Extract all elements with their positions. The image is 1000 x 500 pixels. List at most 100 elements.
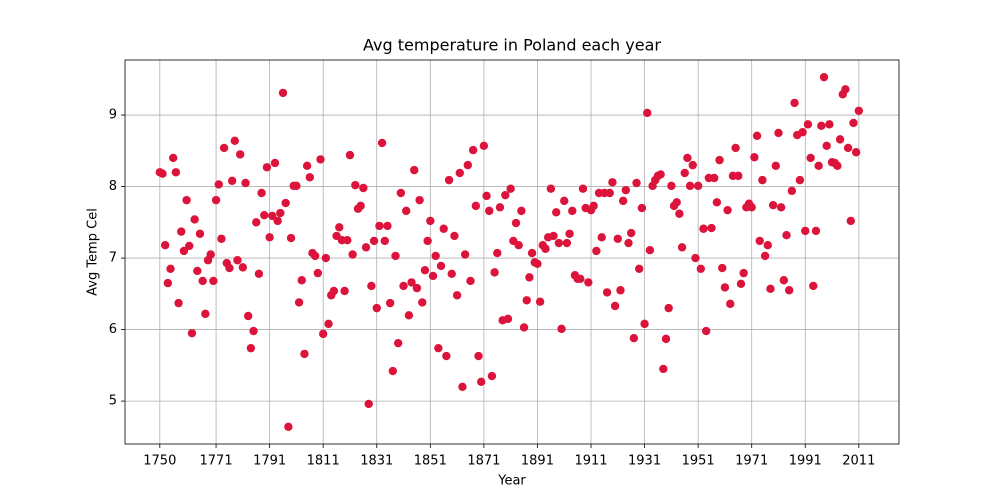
point — [517, 206, 526, 216]
x-tick-label: 1750 — [143, 454, 176, 469]
point — [348, 250, 357, 259]
point — [294, 298, 304, 307]
point — [377, 138, 387, 148]
point — [268, 211, 277, 221]
point — [626, 228, 636, 238]
point — [396, 188, 406, 198]
point — [677, 243, 687, 252]
point — [297, 276, 306, 285]
point — [592, 246, 601, 256]
point — [557, 324, 566, 334]
point — [324, 319, 333, 329]
point — [399, 281, 408, 291]
point — [375, 221, 384, 231]
point — [219, 143, 229, 153]
point — [514, 241, 523, 250]
point — [768, 200, 778, 210]
point — [490, 268, 499, 277]
point — [404, 311, 414, 320]
point — [605, 188, 614, 198]
point — [254, 269, 264, 279]
x-tick-label: 1791 — [253, 454, 286, 469]
point — [329, 286, 339, 296]
point — [519, 323, 529, 332]
point — [166, 264, 175, 274]
point — [755, 236, 764, 246]
point — [426, 216, 435, 226]
point — [685, 181, 695, 191]
point — [201, 309, 210, 319]
point — [616, 286, 625, 295]
x-tick-label: 1871 — [467, 454, 500, 469]
point — [361, 243, 371, 252]
point — [265, 233, 274, 242]
point — [190, 215, 199, 224]
point — [568, 206, 577, 216]
point — [434, 343, 443, 353]
point — [174, 298, 183, 308]
point — [776, 203, 786, 212]
point — [726, 299, 735, 309]
point — [292, 181, 301, 191]
point — [407, 278, 416, 287]
y-tick-label: 6 — [109, 322, 117, 337]
point — [364, 399, 373, 409]
point — [321, 253, 331, 263]
point — [784, 286, 794, 295]
point — [643, 108, 652, 118]
point — [442, 351, 451, 361]
point — [230, 136, 240, 146]
point — [493, 248, 502, 258]
point — [503, 314, 513, 324]
point — [356, 201, 365, 211]
point — [177, 227, 186, 236]
point — [431, 251, 440, 261]
point — [209, 276, 218, 286]
point — [632, 178, 641, 188]
point — [217, 234, 226, 243]
point — [214, 180, 223, 189]
point — [284, 422, 293, 432]
point — [444, 175, 454, 185]
point — [822, 141, 831, 151]
point — [667, 181, 676, 191]
point — [158, 169, 167, 178]
x-axis-label: Year — [497, 474, 526, 489]
point — [318, 329, 328, 339]
y-tick-label: 8 — [109, 179, 117, 194]
point — [477, 377, 486, 386]
point — [541, 244, 550, 253]
point — [819, 72, 829, 82]
y-tick-label: 5 — [109, 394, 117, 409]
point — [458, 382, 467, 391]
point — [313, 268, 323, 278]
point — [343, 236, 352, 245]
point — [450, 231, 459, 241]
plot-frame — [124, 59, 900, 445]
point — [412, 283, 422, 293]
point — [310, 251, 320, 261]
point — [734, 171, 743, 181]
points — [155, 72, 864, 432]
point — [278, 88, 288, 98]
point — [750, 153, 759, 162]
point — [257, 188, 266, 198]
point — [790, 98, 799, 108]
point — [696, 264, 706, 274]
x-tick-label: 1911 — [574, 454, 607, 469]
point — [273, 216, 282, 226]
point — [460, 250, 470, 259]
point — [335, 223, 344, 232]
point — [629, 333, 639, 343]
point — [833, 161, 842, 171]
point — [511, 218, 521, 228]
point — [549, 231, 558, 241]
point — [624, 238, 633, 248]
point — [316, 155, 325, 164]
point — [485, 206, 494, 216]
point — [618, 196, 628, 206]
point — [747, 203, 756, 212]
point — [380, 236, 389, 246]
point — [193, 266, 202, 276]
point — [372, 303, 381, 313]
